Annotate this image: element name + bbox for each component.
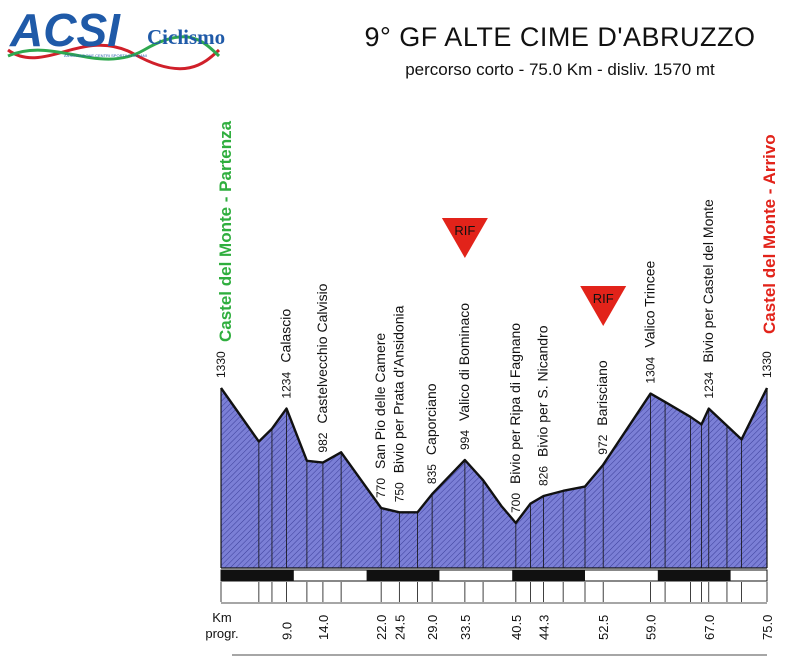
km-tick-label: 24.5 (392, 615, 407, 640)
waypoint-elevation-label: 982 (316, 432, 330, 452)
acsi-logo: ACSI Ciclismo ASSOCIAZIONE CENTRI SPORTI… (4, 4, 229, 81)
km-tick-label: 59.0 (644, 615, 659, 640)
scale-bar-black (221, 570, 294, 581)
logo-ciclismo-text: Ciclismo (147, 25, 225, 49)
rif-marker-label: RIF (454, 223, 475, 238)
waypoint-elevation-label: 700 (509, 493, 523, 513)
km-tick-label: 9.0 (280, 622, 295, 640)
waypoint-name-label: Barisciano (594, 360, 610, 426)
page-title: 9° GF ALTE CIME D'ABRUZZO (364, 22, 756, 52)
waypoint-name-label: San Pio delle Camere (372, 333, 388, 469)
waypoint-elevation-label: 1234 (702, 372, 716, 399)
profile-line (220, 387, 769, 525)
waypoint-elevation-label: 972 (596, 434, 610, 454)
rif-marker-icon (441, 218, 488, 258)
waypoint-elevation-label: 994 (458, 430, 472, 450)
km-axis-label-progr: progr. (205, 626, 238, 641)
waypoint-elevation-label: 1330 (760, 351, 774, 378)
waypoint-elevation-label: 826 (537, 466, 551, 486)
waypoint-name-label: Bivio per Prata d'Ansidonia (390, 305, 406, 473)
km-tick-label: 22.0 (374, 615, 389, 640)
km-tick-label: 29.0 (425, 615, 440, 640)
km-tick-label: 40.5 (509, 615, 524, 640)
finish-location-label: Castel del Monte - Arrivo (760, 134, 779, 334)
waypoint-name-label: Valico di Bominaco (456, 303, 472, 421)
waypoint-elevation-label: 1330 (214, 351, 228, 378)
logo-wave-green (7, 35, 221, 61)
waypoint-elevation-label: 835 (425, 464, 439, 484)
km-tick-label: 33.5 (458, 615, 473, 640)
km-tick-label: 44.3 (537, 615, 552, 640)
start-location-label: Castel del Monte - Partenza (216, 120, 235, 342)
waypoint-name-label: Valico Trincee (642, 260, 658, 347)
waypoint-name-label: Bivio per Ripa di Fagnano (507, 323, 523, 484)
waypoint-elevation-label: 750 (392, 482, 406, 502)
scale-bar-black (366, 570, 440, 581)
scale-bar-black (657, 570, 731, 581)
waypoint-elevation-label: 1304 (644, 357, 658, 384)
page-subtitle: percorso corto - 75.0 Km - disliv. 1570 … (405, 60, 715, 79)
waypoint-name-label: Castelvecchio Calvisio (314, 283, 330, 423)
profile-area (221, 388, 767, 568)
km-tick-label: 52.5 (596, 615, 611, 640)
logo-acsi-text: ACSI (9, 6, 121, 56)
waypoint-name-label: Bivio per Castel del Monte (700, 199, 716, 363)
waypoint-elevation-label: 770 (374, 478, 388, 498)
rif-marker-icon (580, 286, 627, 326)
logo-tagline: ASSOCIAZIONE CENTRI SPORTIVI ITALIANI (64, 53, 147, 58)
rif-marker-label: RIF (593, 291, 614, 306)
waypoint-elevation-label: 1234 (280, 372, 294, 399)
waypoint-name-label: Bivio per S. Nicandro (535, 325, 551, 457)
km-tick-label: 67.0 (702, 615, 717, 640)
scale-bar-frame (220, 569, 768, 582)
waypoint-name-label: Calascio (278, 309, 294, 363)
km-tick-label: 14.0 (316, 615, 331, 640)
scale-bar-black (512, 570, 585, 581)
km-axis-label: Km (212, 610, 232, 625)
waypoint-name-label: Caporciano (423, 383, 439, 455)
km-tick-label: 75.0 (760, 615, 775, 640)
